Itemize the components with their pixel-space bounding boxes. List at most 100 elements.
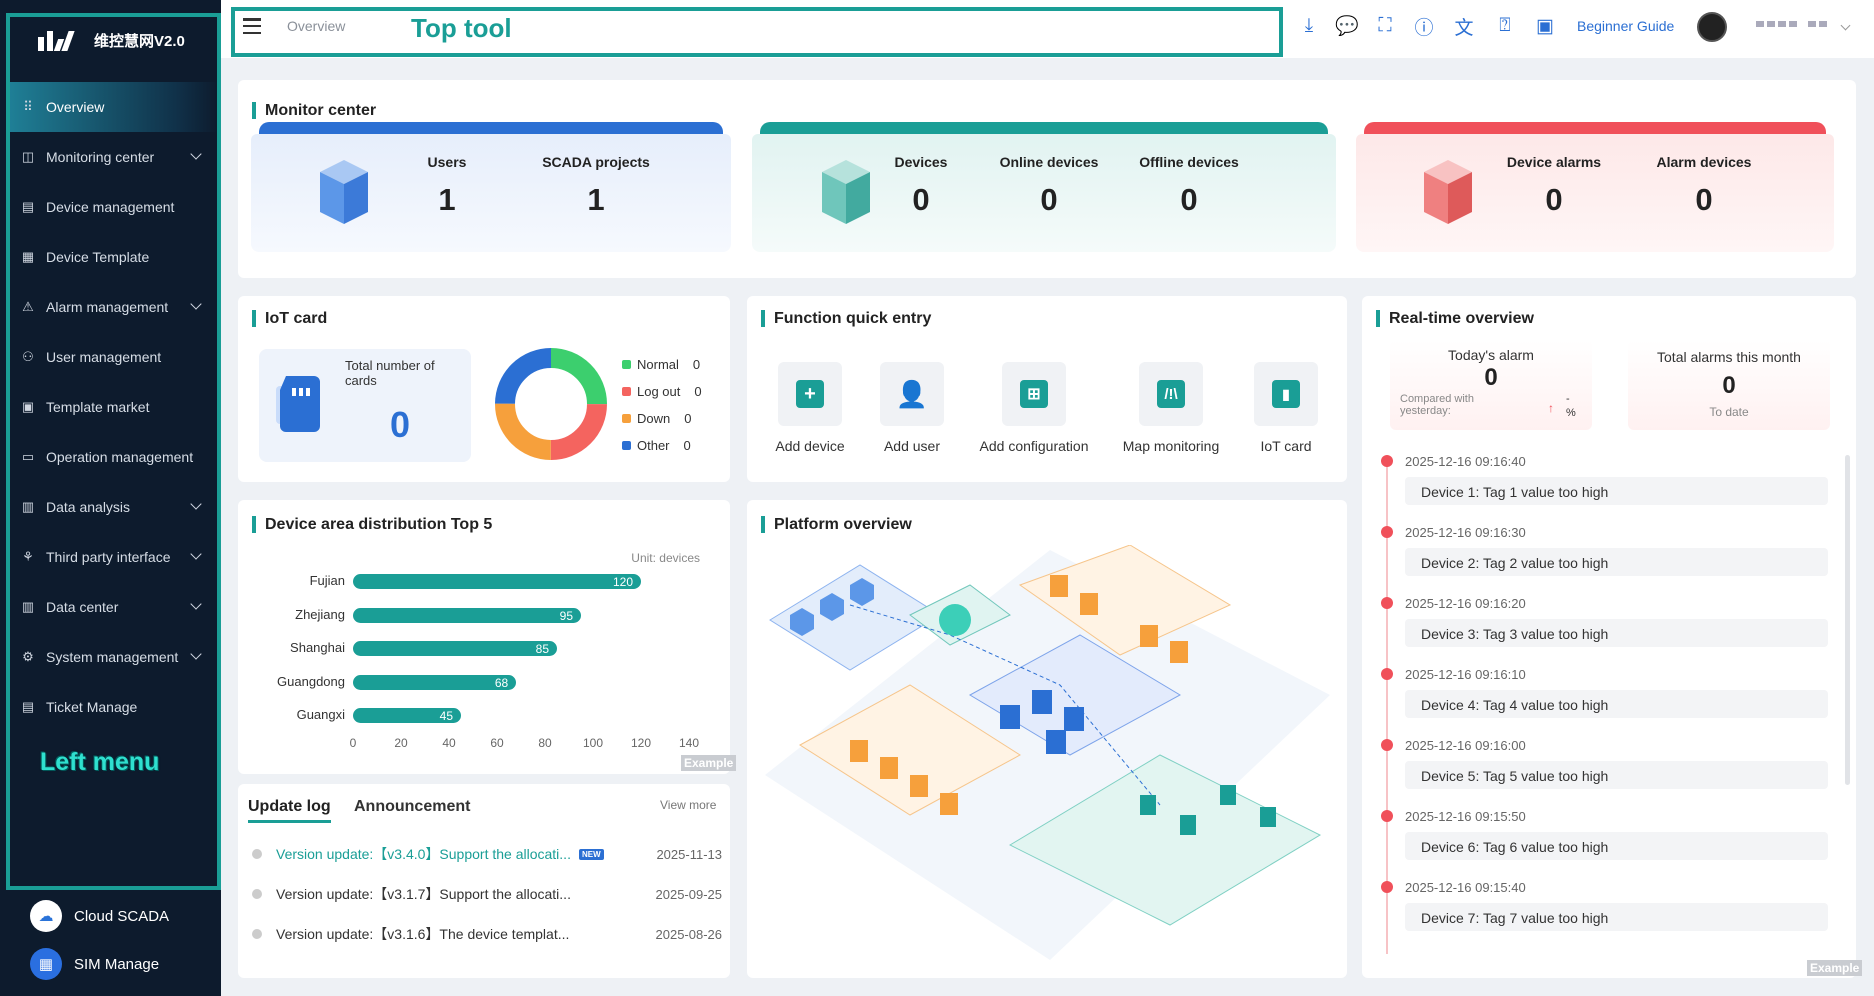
chevron-down-icon[interactable] [190, 498, 202, 510]
cloud-scada-link[interactable]: ☁ Cloud SCADA [30, 900, 169, 932]
bar[interactable] [353, 641, 557, 656]
iot-card-entry-button[interactable]: ▮ IoT card [1246, 362, 1326, 454]
sidebar-item-third-party-interface[interactable]: ⚘ Third party interface [10, 532, 218, 582]
update-log-text: Version update:【v3.1.6】The device templa… [276, 926, 570, 942]
top-tool-annotation: Top tool [411, 13, 512, 43]
chevron-down-icon[interactable] [190, 148, 202, 160]
bar-category-label: Fujian [309, 573, 345, 588]
download-icon[interactable]: ⤓ [1304, 15, 1314, 36]
avatar[interactable] [1697, 12, 1727, 42]
breadcrumb[interactable]: Overview [287, 18, 346, 34]
sidebar-item-device-management[interactable]: ▤ Device management [10, 182, 218, 232]
monitor-center-title: Monitor center [252, 102, 376, 119]
alarm-message[interactable]: Device 4: Tag 4 value too high [1405, 690, 1828, 718]
update-log-item[interactable]: Version update:【v3.4.0】Support the alloc… [252, 844, 722, 864]
timeline-scrollbar[interactable] [1845, 455, 1850, 785]
add-device-button[interactable]: + Add device [770, 362, 850, 454]
qrcode-icon[interactable]: ▣ [1536, 15, 1554, 37]
system-icon: ⚙ [22, 649, 34, 664]
stat-device-alarms: Device alarms 0 [1506, 154, 1602, 217]
add-configuration-button[interactable]: ⊞ Add configuration [974, 362, 1094, 454]
sidebar-item-label: Data center [46, 599, 119, 615]
info-icon[interactable]: ⓘ [1414, 17, 1434, 39]
bar-value-label: 95 [559, 608, 573, 623]
user-icon: ⚇ [22, 349, 34, 364]
app-name: 维控慧网V2.0 [94, 33, 185, 50]
update-log-item[interactable]: Version update:【v3.1.7】Support the alloc… [252, 884, 722, 904]
logo-icon [38, 30, 82, 51]
menu-toggle-icon[interactable] [243, 18, 261, 34]
alarm-message[interactable]: Device 5: Tag 5 value too high [1405, 761, 1828, 789]
tab-announcement[interactable]: Announcement [354, 798, 471, 815]
x-tick-label: 80 [538, 736, 552, 750]
sidebar-item-data-analysis[interactable]: ▥ Data analysis [10, 482, 218, 532]
timeline-dot [1381, 668, 1393, 680]
sidebar-item-monitoring-center[interactable]: ◫ Monitoring center [10, 132, 218, 182]
alarm-time: 2025-12-16 09:15:40 [1405, 880, 1526, 895]
sim-manage-link[interactable]: ▦ SIM Manage [30, 948, 159, 980]
sim-card-icon: ▮ [1272, 380, 1300, 408]
bar[interactable] [353, 607, 581, 623]
sidebar-item-overview[interactable]: ⠿ Overview [10, 82, 218, 132]
sidebar-item-ticket-manage[interactable]: ▤ Ticket Manage [10, 682, 218, 732]
alarm-icon: ⚠ [22, 299, 34, 314]
map-monitoring-button[interactable]: /!\ Map monitoring [1116, 362, 1226, 454]
help-icon[interactable]: ⍰ [1499, 15, 1511, 36]
alarm-time: 2025-12-16 09:16:10 [1405, 667, 1526, 682]
compared-unit: % [1566, 407, 1576, 419]
device-area-title: Device area distribution Top 5 [252, 516, 492, 533]
legend-label: Down [637, 411, 671, 426]
sidebar-item-device-template[interactable]: ▦ Device Template [10, 232, 218, 282]
platform-architecture-illustration [765, 545, 1330, 960]
chevron-down-icon[interactable] [190, 648, 202, 660]
legend-swatch [622, 414, 631, 423]
sidebar-item-template-market[interactable]: ▣ Template market [10, 382, 218, 432]
chevron-down-icon[interactable] [190, 598, 202, 610]
bar[interactable] [353, 708, 461, 723]
template-icon: ▦ [21, 249, 35, 264]
alarm-message[interactable]: Device 7: Tag 7 value too high [1405, 903, 1828, 931]
sidebar-item-label: User management [46, 349, 162, 365]
sidebar-item-alarm-management[interactable]: ⚠ Alarm management [10, 282, 218, 332]
legend-value: 0 [684, 411, 692, 426]
analysis-icon: ▥ [21, 499, 35, 514]
add-user-button[interactable]: 👤 Add user [872, 362, 952, 454]
alarm-message[interactable]: Device 6: Tag 6 value too high [1405, 832, 1828, 860]
username-blurred[interactable] [1756, 21, 1827, 27]
sidebar-item-system-management[interactable]: ⚙ System management [10, 632, 218, 682]
sidebar-item-label: Device management [46, 199, 175, 215]
stat-offline-devices: Offline devices 0 [1139, 154, 1239, 217]
view-more-link[interactable]: View more [660, 798, 717, 812]
legend-value: 0 [692, 357, 701, 372]
compared-label: Compared with yesterday: [1400, 393, 1474, 417]
chevron-down-icon[interactable] [190, 548, 202, 560]
update-log-item[interactable]: Version update:【v3.1.6】The device templa… [252, 924, 722, 944]
ticket-icon: ▤ [21, 699, 35, 714]
users-cube-icon [320, 160, 368, 224]
x-tick-label: 140 [678, 736, 700, 750]
top-tool-highlight-frame [231, 7, 1283, 57]
alarm-message[interactable]: Device 3: Tag 3 value too high [1405, 619, 1828, 647]
stat-devices: Devices 0 [894, 154, 948, 217]
legend-value: 0 [683, 438, 691, 453]
stat-scada-projects: SCADA projects 1 [542, 154, 650, 217]
x-tick-label: 120 [630, 736, 652, 750]
bar[interactable] [353, 574, 641, 589]
alarm-message[interactable]: Device 2: Tag 2 value too high [1405, 548, 1828, 576]
translate-icon[interactable]: 文 [1454, 17, 1474, 39]
x-tick-label: 100 [582, 736, 604, 750]
beginner-guide-link[interactable]: Beginner Guide [1577, 18, 1675, 34]
sidebar-item-operation-management[interactable]: ▭ Operation management [10, 432, 218, 482]
sidebar-item-data-center[interactable]: ▥ Data center [10, 582, 218, 632]
chevron-down-icon[interactable] [190, 298, 202, 310]
sidebar-item-label: Overview [46, 99, 105, 115]
bar[interactable] [353, 674, 517, 690]
operation-icon: ▭ [21, 449, 35, 464]
chat-icon[interactable]: 💬 [1335, 16, 1359, 37]
sidebar-item-user-management[interactable]: ⚇ User management [10, 332, 218, 382]
bar-category-label: Zhejiang [295, 606, 345, 622]
legend-item-other: Other 0 [622, 438, 691, 453]
tab-update-log[interactable]: Update log [248, 798, 331, 823]
fullscreen-icon[interactable]: ⛶ [1378, 15, 1392, 36]
alarm-message[interactable]: Device 1: Tag 1 value too high [1405, 477, 1828, 505]
